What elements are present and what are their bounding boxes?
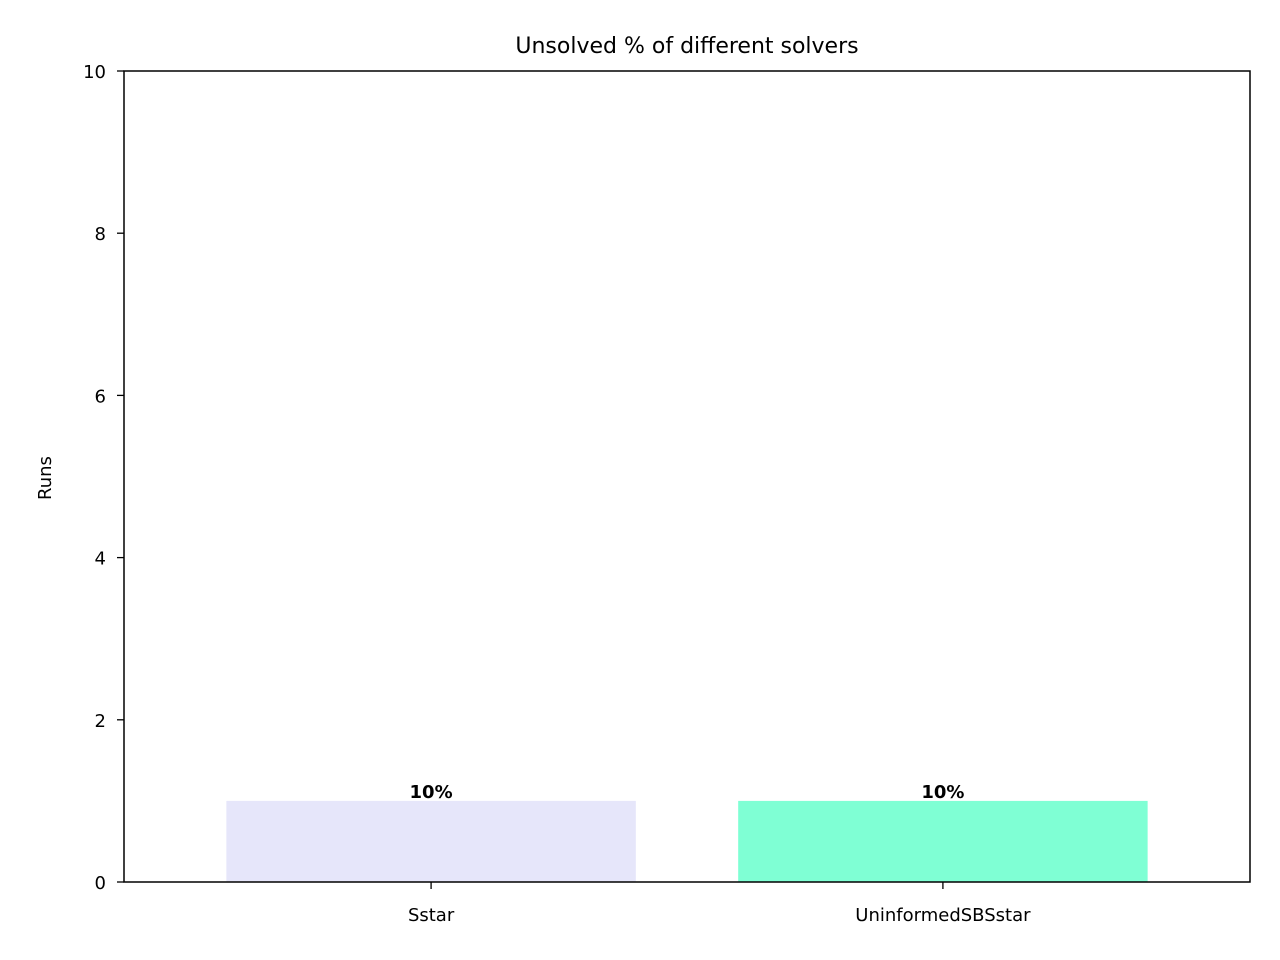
y-tick-label: 8: [95, 224, 106, 245]
bar-value-label: 10%: [921, 782, 964, 803]
ticks-layer: Sstar UninformedSBSstar 0 2 4 6 8 10: [83, 62, 1031, 926]
y-tick-label: 10: [83, 62, 106, 83]
bars-layer: 10% 10%: [226, 782, 1148, 882]
y-axis-label: Runs: [35, 456, 56, 500]
bar-Sstar: [226, 800, 636, 882]
plot-frame: [123, 70, 1251, 883]
y-tick-label: 2: [95, 711, 106, 732]
bar-value-label: 10%: [410, 782, 453, 803]
y-tick-label: 6: [95, 386, 106, 407]
y-tick-label: 0: [95, 873, 106, 894]
y-tick-label: 4: [95, 549, 106, 570]
chart-title: Unsolved % of different solvers: [515, 34, 858, 59]
x-tick-label: UninformedSBSstar: [855, 905, 1031, 926]
bar-UninformedSBSstar: [738, 800, 1148, 882]
x-tick-label: Sstar: [408, 905, 455, 926]
